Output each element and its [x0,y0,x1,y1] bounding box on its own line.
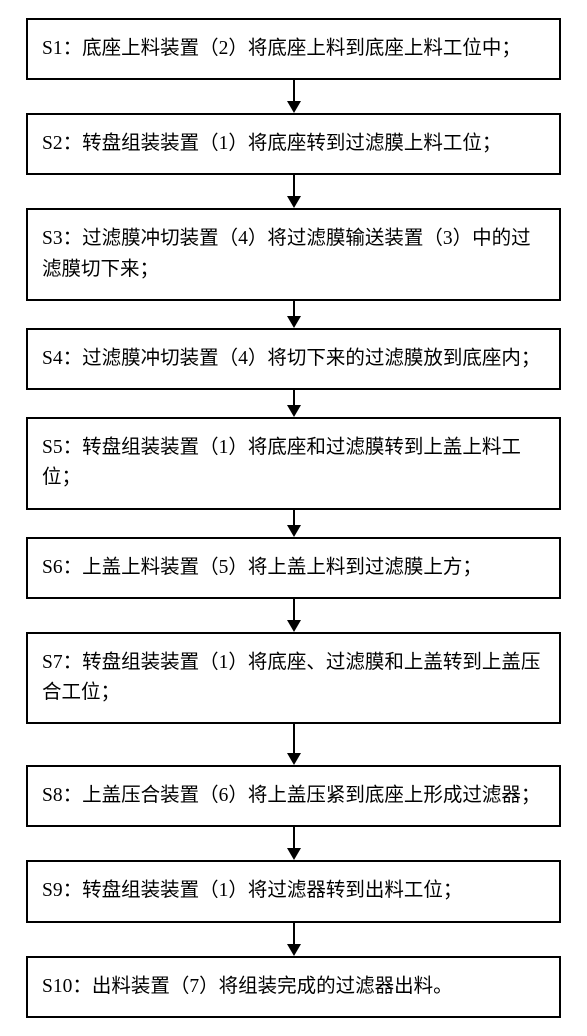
step-text: S4：过滤膜冲切装置（4）将切下来的过滤膜放到底座内； [42,348,540,369]
step-box-s5: S5：转盘组装装置（1）将底座和过滤膜转到上盖上料工位； [26,417,561,509]
arrow-line [293,599,295,621]
arrow-head-icon [287,405,301,417]
arrow-line [293,175,295,197]
step-text: S1：底座上料装置（2）将底座上料到底座上料工位中； [42,38,521,59]
arrow-head-icon [287,196,301,208]
arrow-line [293,827,295,849]
arrow-s9-s10 [287,923,301,956]
arrow-head-icon [287,101,301,113]
step-box-s3: S3：过滤膜冲切装置（4）将过滤膜输送装置（3）中的过滤膜切下来； [26,208,561,300]
flowchart-container: S1：底座上料装置（2）将底座上料到底座上料工位中； S2：转盘组装装置（1）将… [0,0,587,1036]
arrow-line [293,510,295,526]
arrow-s5-s6 [287,510,301,537]
step-box-s10: S10：出料装置（7）将组装完成的过滤器出料。 [26,956,561,1018]
arrow-s7-s8 [287,724,301,765]
arrow-head-icon [287,525,301,537]
arrow-s3-s4 [287,301,301,328]
step-text: S7：转盘组装装置（1）将底座、过滤膜和上盖转到上盖压合工位； [42,652,540,703]
arrow-line [293,301,295,317]
arrow-s1-s2 [287,80,301,113]
step-text: S10：出料装置（7）将组装完成的过滤器出料。 [42,976,453,997]
step-box-s4: S4：过滤膜冲切装置（4）将切下来的过滤膜放到底座内； [26,328,561,390]
step-box-s2: S2：转盘组装装置（1）将底座转到过滤膜上料工位； [26,113,561,175]
step-text: S2：转盘组装装置（1）将底座转到过滤膜上料工位； [42,133,501,154]
arrow-line [293,923,295,945]
step-box-s6: S6：上盖上料装置（5）将上盖上料到过滤膜上方； [26,537,561,599]
step-text: S5：转盘组装装置（1）将底座和过滤膜转到上盖上料工位； [42,437,521,488]
step-box-s9: S9：转盘组装装置（1）将过滤器转到出料工位； [26,860,561,922]
arrow-line [293,724,295,754]
arrow-head-icon [287,753,301,765]
arrow-line [293,80,295,102]
step-text: S9：转盘组装装置（1）将过滤器转到出料工位； [42,880,462,901]
arrow-head-icon [287,848,301,860]
arrow-s2-s3 [287,175,301,208]
arrow-line [293,390,295,406]
arrow-s8-s9 [287,827,301,860]
arrow-head-icon [287,316,301,328]
arrow-s6-s7 [287,599,301,632]
step-text: S8：上盖压合装置（6）将上盖压紧到底座上形成过滤器； [42,785,540,806]
arrow-head-icon [287,620,301,632]
step-box-s1: S1：底座上料装置（2）将底座上料到底座上料工位中； [26,18,561,80]
arrow-head-icon [287,944,301,956]
step-text: S3：过滤膜冲切装置（4）将过滤膜输送装置（3）中的过滤膜切下来； [42,228,531,279]
step-box-s7: S7：转盘组装装置（1）将底座、过滤膜和上盖转到上盖压合工位； [26,632,561,724]
step-box-s8: S8：上盖压合装置（6）将上盖压紧到底座上形成过滤器； [26,765,561,827]
arrow-s4-s5 [287,390,301,417]
step-text: S6：上盖上料装置（5）将上盖上料到过滤膜上方； [42,557,482,578]
